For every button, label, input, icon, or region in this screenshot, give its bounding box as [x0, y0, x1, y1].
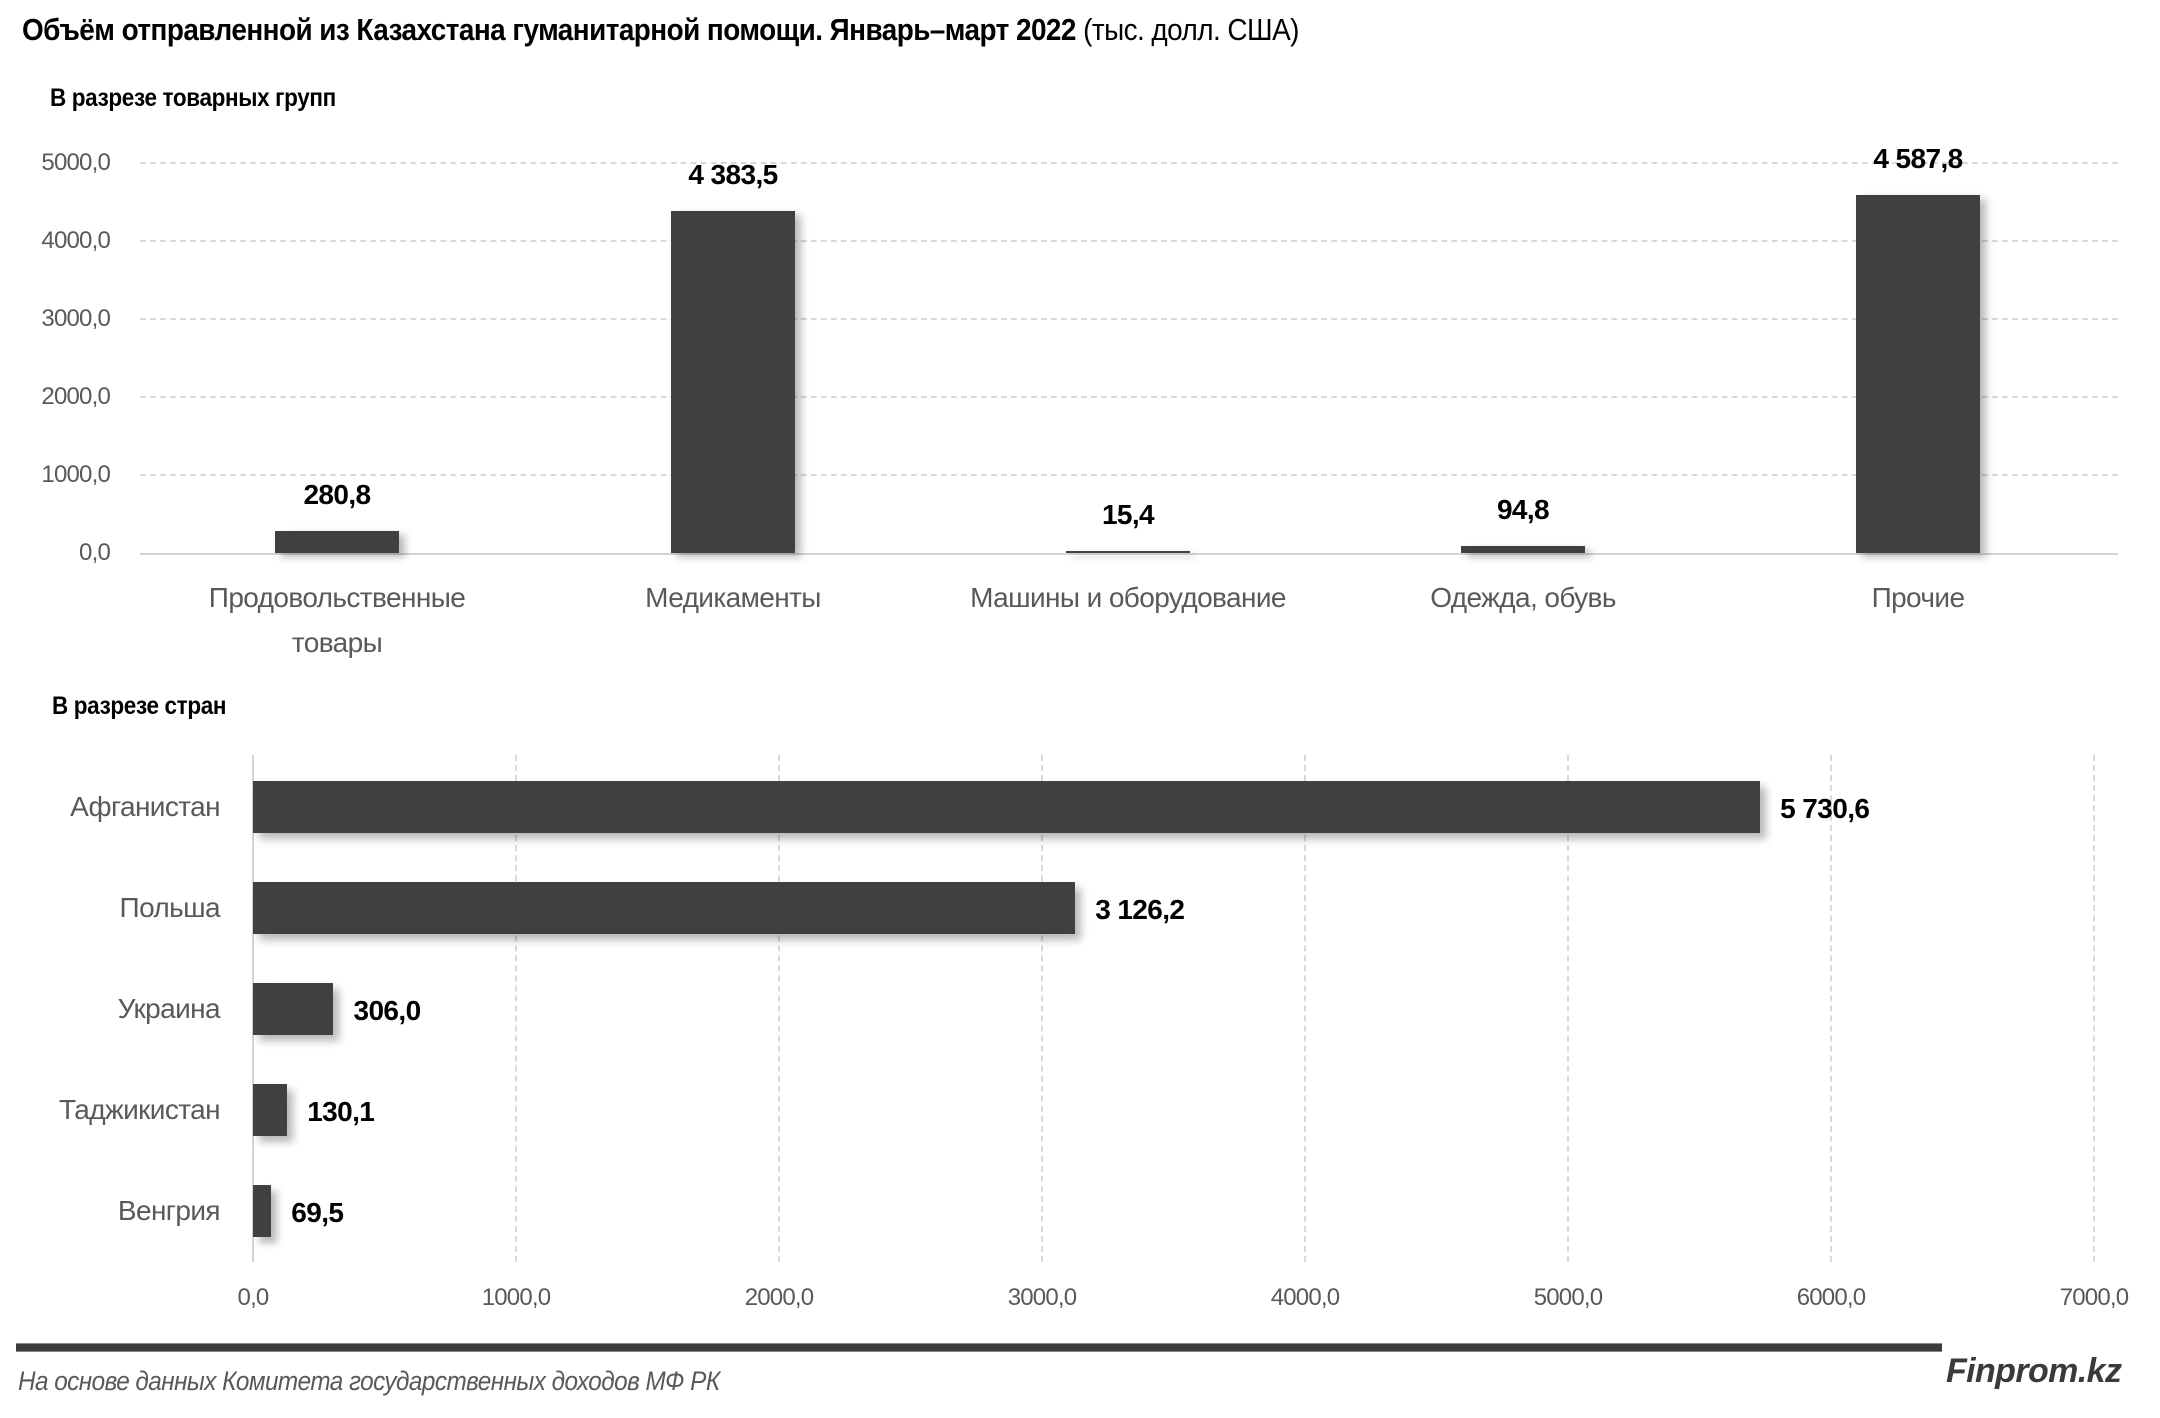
x-category-label-line: товары	[291, 627, 383, 658]
y-category-label: Польша	[119, 892, 221, 923]
bar-value-label: 15,4	[1101, 499, 1155, 530]
bar	[671, 211, 795, 553]
x-category-label: Продовольственные товары	[137, 575, 537, 665]
bar-value-label: 280,8	[303, 479, 371, 511]
x-category-label-line: Продовольственные	[208, 582, 466, 613]
bar	[253, 983, 334, 1035]
gridline	[1567, 755, 1569, 1262]
source-note: На основе данных Комитета государственны…	[18, 1366, 720, 1396]
x-category-label-line: Прочие	[1871, 582, 1965, 613]
chart-title-main: Объём отправленной из Казахстана гуманит…	[22, 12, 1076, 47]
x-category-label: Медикаменты	[533, 575, 933, 620]
y-category-label: Афганистан	[70, 791, 220, 822]
bar	[253, 882, 1076, 934]
bar-value-label: 3 126,2	[1095, 894, 1185, 925]
bar-value-label: 130,1	[307, 1096, 375, 1127]
y-category-label: Таджикистан	[59, 1094, 221, 1125]
gridline	[1041, 755, 1043, 1262]
gridline	[140, 240, 2118, 242]
y-tick-label: 1000,0	[41, 461, 110, 488]
gridline	[515, 755, 517, 1262]
gridline	[140, 162, 2118, 164]
bar	[253, 1084, 288, 1136]
x-category-label: Машины и оборудование	[928, 575, 1328, 620]
x-tick-label: 5000,0	[1533, 1284, 1603, 1311]
x-tick-label: 3000,0	[1007, 1284, 1077, 1311]
x-tick-label: 1000,0	[481, 1284, 551, 1311]
x-category-label: Одежда, обувь	[1323, 575, 1723, 620]
bar	[253, 1185, 272, 1237]
x-tick-label: 2000,0	[744, 1284, 814, 1311]
gridline	[140, 396, 2118, 398]
bar-value-label: 4 383,5	[688, 159, 778, 191]
x-category-label-line: Медикаменты	[645, 582, 821, 613]
bar	[1066, 551, 1190, 553]
bar	[275, 531, 399, 553]
y-tick-label: 2000,0	[41, 383, 110, 410]
section-title-product-groups: В разрезе товарных групп	[50, 84, 336, 112]
x-tick-label: 7000,0	[2059, 1284, 2129, 1311]
y-tick-label: 3000,0	[41, 305, 110, 332]
gridline	[140, 318, 2118, 320]
y-category-label: Венгрия	[117, 1195, 221, 1226]
brand-logo: Finprom.kz	[1946, 1352, 2122, 1390]
y-tick-label: 0,0	[79, 539, 111, 566]
bar	[1461, 545, 1585, 553]
gridline	[2093, 755, 2095, 1262]
x-tick-label: 0,0	[237, 1284, 270, 1311]
x-category-label-line: Одежда, обувь	[1430, 582, 1616, 613]
bar-value-label: 5 730,6	[1780, 793, 1870, 824]
y-tick-label: 4000,0	[41, 227, 110, 254]
y-tick-label: 5000,0	[41, 149, 110, 176]
gridline	[140, 474, 2118, 476]
x-category-label: Прочие	[1718, 575, 2118, 620]
gridline	[1304, 755, 1306, 1262]
chart-title-unit: (тыс. долл. США)	[1083, 12, 1299, 47]
x-tick-label: 6000,0	[1796, 1284, 1866, 1311]
gridline	[1830, 755, 1832, 1262]
bar-value-label: 4 587,8	[1873, 143, 1963, 175]
gridline	[778, 755, 780, 1262]
x-axis-line	[140, 553, 2118, 555]
x-tick-label: 4000,0	[1270, 1284, 1340, 1311]
chart-title: Объём отправленной из Казахстана гуманит…	[22, 12, 1299, 48]
bar	[253, 781, 1761, 833]
bar-value-label: 94,8	[1496, 493, 1550, 525]
bar-value-label: 306,0	[353, 995, 421, 1026]
bar-value-label: 69,5	[291, 1197, 344, 1228]
section-title-countries: В разрезе стран	[52, 692, 227, 720]
x-category-label-line: Машины и оборудование	[970, 582, 1286, 613]
bar	[1856, 195, 1980, 553]
y-category-label: Украина	[117, 993, 221, 1024]
footer-divider	[16, 1343, 1942, 1352]
